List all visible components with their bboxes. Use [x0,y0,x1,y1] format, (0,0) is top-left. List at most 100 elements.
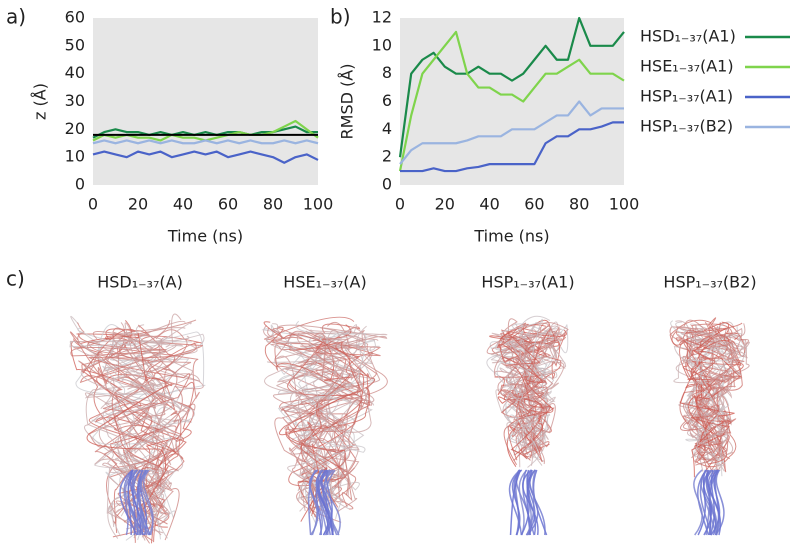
structure-strand [69,335,190,526]
structure-strand [497,322,569,465]
structure-strand [272,328,369,508]
structure-strand [496,318,544,460]
y-tick-label: 60 [65,8,85,27]
plot-area [93,18,318,185]
structure-strand [284,332,350,505]
y-axis-label: RMSD (Å) [338,64,357,140]
structure-tail [508,469,523,536]
structure-tail [127,469,133,536]
structure-tail [706,469,722,536]
panel-label: c) [6,267,25,291]
x-tick-label: 0 [395,195,405,214]
structure-strand [529,330,565,452]
legend-label: HSP₁₋₃₇(B2) [640,117,733,136]
structure-tail [520,469,530,536]
structure-strand [683,328,730,464]
structure-strand [509,325,556,460]
series-line [398,30,625,172]
structure-ensemble [261,316,388,536]
structure-strand [264,316,357,505]
structure-strand [489,324,561,456]
y-axis-label: z (Å) [31,83,50,120]
structure-label: HSD₁₋₃₇(A) [97,273,183,292]
y-tick-label: 0 [382,175,392,194]
structure-tail [311,469,323,536]
structure-ensemble [486,315,569,536]
structure-strand [87,342,197,525]
structure-strand [497,340,567,445]
structure-strand [688,340,742,478]
structure-strand [499,325,536,448]
structure-strand [267,327,363,514]
y-tick-label: 10 [65,147,85,166]
structure-strand [500,333,543,452]
structure-strand [675,326,732,459]
x-tick-label: 100 [609,195,640,214]
structure-tail [309,469,323,536]
x-tick-label: 40 [173,195,193,214]
structure-strand [694,327,740,461]
x-tick-label: 0 [88,195,98,214]
series-line [92,150,319,164]
series-line [400,121,624,173]
structure-label: HSE₁₋₃₇(A) [283,273,366,292]
y-tick-label: 40 [65,63,85,82]
x-tick-label: 40 [479,195,499,214]
y-tick-label: 50 [65,35,85,54]
structure-tail [699,469,713,536]
structure-strand [106,322,192,527]
x-tick-label: 100 [303,195,334,214]
structure-tail [526,469,537,536]
x-tick-label: 60 [524,195,544,214]
series-line [399,100,624,165]
plot-area [400,18,624,185]
y-tick-label: 8 [382,63,392,82]
structure-label: HSP₁₋₃₇(A1) [481,273,574,292]
y-tick-label: 12 [372,8,392,27]
y-tick-label: 6 [382,91,392,110]
structure-tail [138,469,148,536]
structure-strand [77,327,172,540]
legend-label: HSP₁₋₃₇(A1) [640,87,733,106]
structure-tail [693,469,703,536]
structure-tail [518,469,528,536]
structure-strand [700,327,743,462]
structure-tail [526,469,539,536]
panel-label: b) [330,5,351,29]
structure-strand [85,339,171,525]
y-tick-label: 0 [75,175,85,194]
structure-strand [271,336,349,496]
legend-label: HSD₁₋₃₇(A1) [640,27,736,46]
structure-strand [124,322,201,541]
x-axis-label: Time (ns) [167,227,243,246]
y-tick-label: 30 [65,91,85,110]
structure-ensemble [669,317,750,536]
structure-strand [296,332,372,504]
x-tick-label: 80 [263,195,283,214]
structure-strand [690,340,737,460]
structure-strand [301,338,379,497]
structure-strand [289,337,374,502]
structure-strand [94,339,153,542]
panel-label: a) [6,5,26,29]
series-line [92,139,319,145]
structure-strand [285,341,376,511]
structure-tail [511,469,523,536]
y-tick-label: 4 [382,119,392,138]
x-axis-label: Time (ns) [473,227,549,246]
x-tick-label: 80 [569,195,589,214]
structure-tail [321,469,333,536]
x-tick-label: 20 [435,195,455,214]
structure-strand [86,332,173,544]
legend-label: HSE₁₋₃₇(A1) [640,57,734,76]
structure-tail [509,469,522,536]
structure-strand [497,324,554,456]
y-tick-label: 2 [382,147,392,166]
structure-strand [503,336,548,462]
structure-strand [93,333,205,539]
series-line [92,125,318,139]
structure-ensemble [69,313,206,544]
structure-strand [486,322,554,454]
structure-label: HSP₁₋₃₇(B2) [663,273,756,292]
